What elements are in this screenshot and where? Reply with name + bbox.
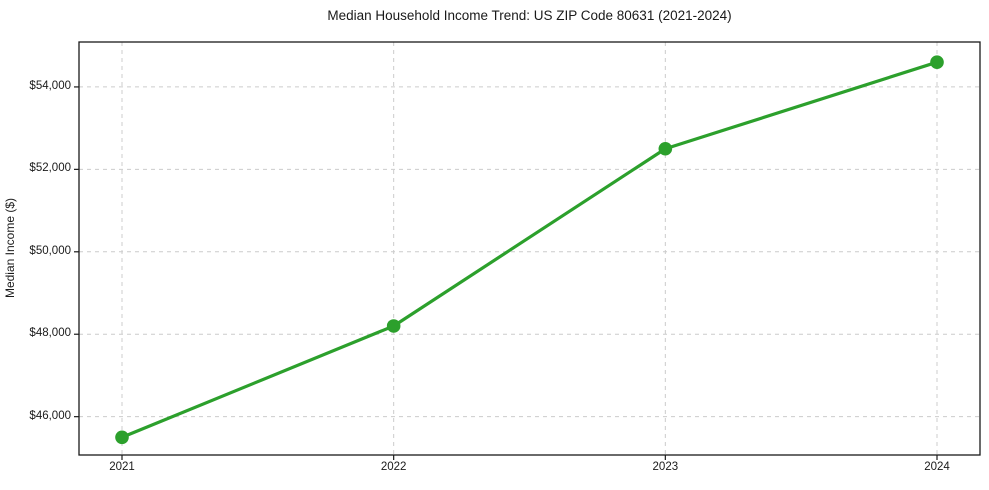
y-tick-label: $46,000 [29, 409, 71, 422]
income-trend-line [120, 60, 939, 439]
x-tick-label: 2023 [652, 461, 679, 473]
y-tick-label: $52,000 [29, 162, 71, 175]
data-point-marker [930, 55, 944, 69]
y-tick-label: $48,000 [29, 327, 71, 340]
plot-box [78, 41, 981, 456]
data-point-marker [115, 430, 129, 445]
data-point-marker [386, 319, 401, 333]
x-tick-label: 2021 [109, 461, 135, 473]
x-tick-label: 2022 [380, 461, 407, 473]
y-tick-label: $50,000 [29, 244, 71, 257]
y-tick-label: $54,000 [29, 79, 71, 92]
chart-title: Median Household Income Trend: US ZIP Co… [327, 8, 732, 23]
data-point-marker [658, 141, 673, 156]
x-tick-label: 2024 [924, 461, 950, 473]
